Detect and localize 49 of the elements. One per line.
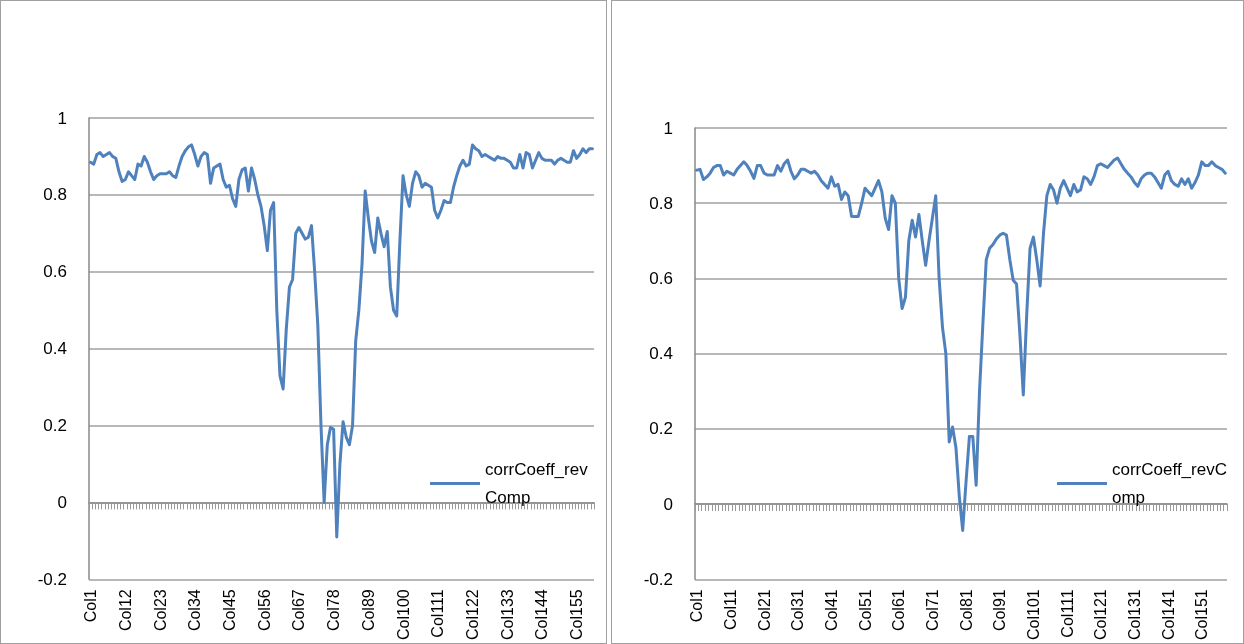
y-tick-label: 0 xyxy=(57,492,67,512)
y-tick-label: -0.2 xyxy=(643,569,673,589)
x-tick-label: Col122 xyxy=(463,589,481,640)
y-tick-label: 0.2 xyxy=(43,416,67,436)
y-tick-label: 0.6 xyxy=(649,268,673,288)
y-tick-label: 1 xyxy=(57,108,67,128)
x-tick-label: Col155 xyxy=(568,589,586,640)
y-tick-label: 0 xyxy=(663,494,673,514)
x-tick-label: Col91 xyxy=(991,589,1009,632)
x-tick-label: Col141 xyxy=(1159,589,1177,640)
x-tick-label: Col67 xyxy=(290,589,308,632)
x-tick-label: Col101 xyxy=(1024,589,1042,640)
x-tick-label: Col78 xyxy=(325,589,343,632)
y-tick-label: 0.2 xyxy=(649,419,673,439)
x-tick-label: Col56 xyxy=(255,589,273,632)
x-tick-label: Col1 xyxy=(82,589,100,623)
x-tick-label: Col34 xyxy=(186,589,204,632)
y-tick-label: 0.8 xyxy=(649,193,673,213)
x-tick-label: Col45 xyxy=(220,589,238,632)
x-tick-label: Col81 xyxy=(957,589,975,632)
y-tick-label: 0.8 xyxy=(43,185,67,205)
x-tick-label: Col111 xyxy=(429,589,447,638)
y-tick-label: 0.4 xyxy=(649,344,673,364)
x-tick-label: Col100 xyxy=(394,589,412,640)
x-tick-label: Col144 xyxy=(533,589,551,640)
y-tick-label: 0.4 xyxy=(43,339,67,359)
x-tick-label: Col41 xyxy=(822,589,840,632)
x-tick-label: Col21 xyxy=(755,589,773,632)
x-tick-label: Col1 xyxy=(688,589,706,623)
x-tick-label: Col11 xyxy=(721,589,739,630)
line-series xyxy=(89,143,594,539)
y-tick-label: 1 xyxy=(663,118,673,138)
legend-label: corrCoeff_revComp xyxy=(485,459,589,507)
x-tick-label: Col131 xyxy=(1125,589,1143,640)
x-tick-label: Col23 xyxy=(151,589,169,632)
x-tick-label: Col121 xyxy=(1092,589,1110,640)
x-tick-label: Col71 xyxy=(923,589,941,632)
x-tick-label: Col12 xyxy=(116,589,134,632)
x-tick-label: Col151 xyxy=(1193,589,1211,640)
line-series xyxy=(695,156,1227,532)
x-tick-label: Col51 xyxy=(856,589,874,632)
x-tick-label: Col133 xyxy=(498,589,516,640)
legend-label: corrCoeff_revComp xyxy=(1112,459,1227,507)
x-tick-label: Col31 xyxy=(789,589,807,632)
x-tick-label: Col89 xyxy=(359,589,377,632)
y-tick-label: 0.6 xyxy=(43,262,67,282)
x-tick-label: Col61 xyxy=(890,589,908,632)
y-tick-label: -0.2 xyxy=(37,569,67,589)
x-tick-label: Col111 xyxy=(1058,589,1076,638)
